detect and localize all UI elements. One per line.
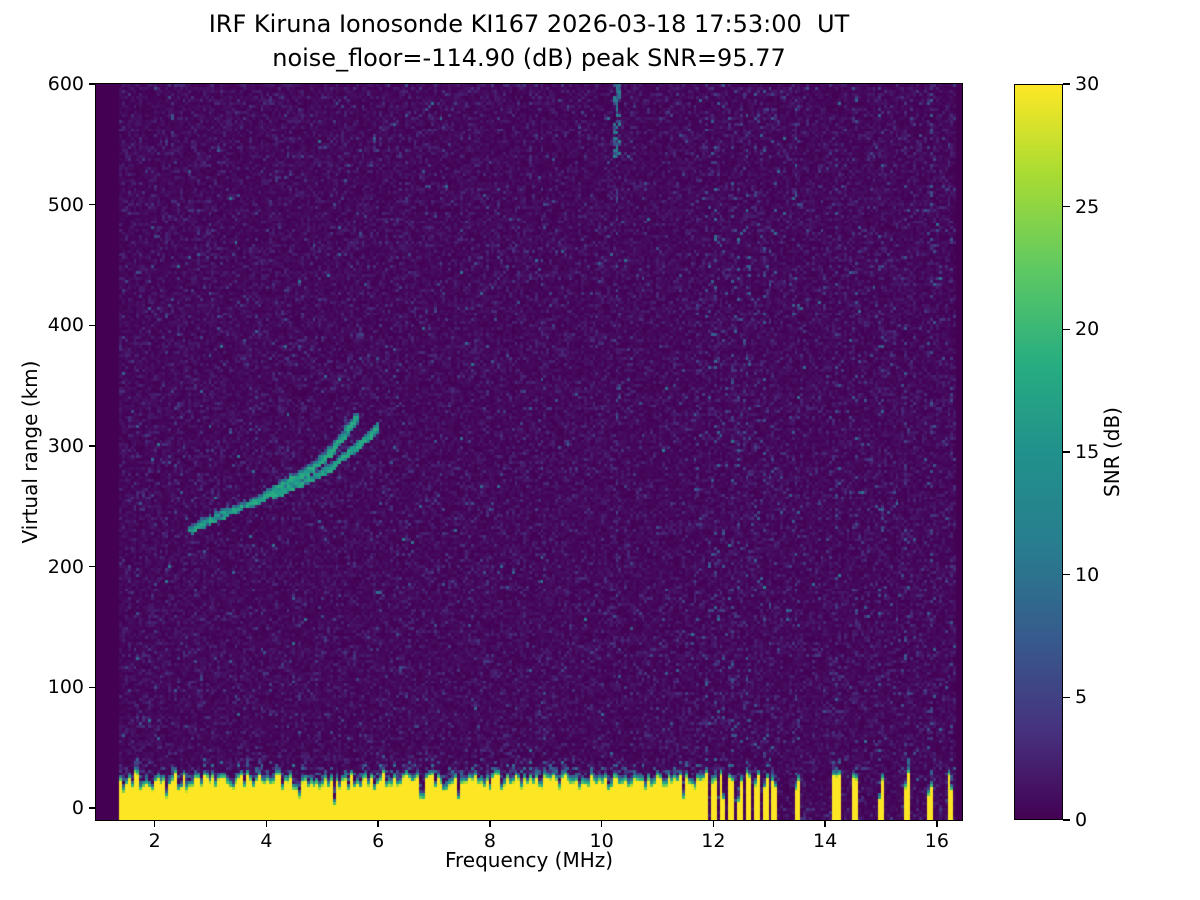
chart-subtitle: noise_floor=-114.90 (dB) peak SNR=95.77 [272, 44, 786, 72]
x-tick-label: 12 [701, 830, 726, 852]
colorbar-tick-mark [1063, 328, 1070, 331]
y-tick-label: 400 [47, 314, 84, 337]
y-tick-mark [89, 324, 96, 327]
x-tick-mark [265, 820, 268, 827]
colorbar [1014, 84, 1063, 820]
x-axis-label: Frequency (MHz) [444, 848, 614, 872]
x-tick-label: 4 [260, 830, 273, 852]
x-tick-mark [153, 820, 156, 827]
y-tick-label: 600 [47, 73, 84, 95]
x-tick-mark [377, 820, 379, 827]
colorbar-tick-label: 5 [1075, 686, 1088, 709]
y-tick-mark [89, 83, 96, 85]
heatmap-plot-area [95, 83, 963, 821]
y-axis-label: Virtual range (km) [18, 360, 42, 544]
ionogram-heatmap-canvas [96, 84, 962, 820]
x-tick-mark [489, 820, 491, 827]
x-tick-label: 14 [813, 830, 838, 852]
colorbar-tick-mark [1063, 451, 1070, 453]
y-tick-label: 300 [47, 434, 84, 457]
colorbar-tick-label: 0 [1075, 809, 1088, 831]
colorbar-tick-label: 15 [1075, 441, 1100, 463]
colorbar-tick-label: 25 [1075, 195, 1100, 218]
y-tick-mark [89, 445, 96, 447]
y-tick-label: 0 [71, 796, 84, 819]
colorbar-tick-label: 20 [1075, 318, 1100, 341]
chart-title: IRF Kiruna Ionosonde KI167 2026-03-18 17… [208, 10, 850, 38]
x-tick-label: 6 [372, 830, 385, 852]
colorbar-label: SNR (dB) [1100, 407, 1124, 497]
colorbar-tick-mark [1063, 205, 1070, 208]
x-tick-mark [600, 820, 603, 827]
y-tick-label: 200 [47, 555, 84, 578]
y-tick-mark [89, 686, 96, 689]
x-tick-label: 2 [148, 830, 161, 852]
y-tick-label: 100 [47, 676, 84, 699]
colorbar-tick-mark [1063, 83, 1070, 85]
y-tick-mark [89, 203, 96, 206]
x-tick-label: 10 [589, 830, 614, 852]
colorbar-tick-mark [1063, 696, 1070, 699]
y-tick-mark [89, 565, 96, 568]
x-tick-mark [936, 820, 938, 827]
x-tick-label: 8 [483, 830, 496, 852]
x-tick-mark [712, 820, 715, 827]
colorbar-tick-mark [1063, 819, 1070, 821]
y-tick-label: 500 [47, 193, 84, 216]
colorbar-tick-mark [1063, 573, 1070, 576]
colorbar-tick-label: 10 [1075, 563, 1100, 586]
x-tick-mark [824, 820, 826, 827]
x-tick-label: 16 [924, 830, 949, 852]
colorbar-tick-label: 30 [1075, 73, 1100, 95]
y-tick-mark [89, 807, 96, 809]
